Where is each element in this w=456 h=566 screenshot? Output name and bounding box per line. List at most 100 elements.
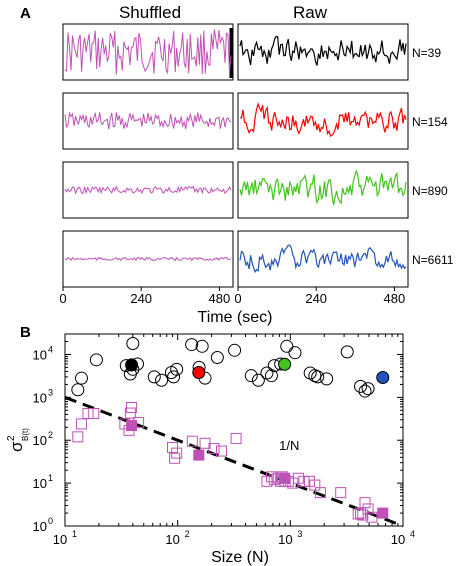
open-circle-point bbox=[185, 338, 199, 352]
filled-circle-point bbox=[376, 371, 390, 385]
filled-square-point bbox=[193, 449, 205, 461]
shuffled-frame bbox=[62, 230, 234, 288]
open-square-point bbox=[362, 503, 374, 515]
open-square-point bbox=[230, 432, 242, 444]
open-square-point bbox=[335, 487, 347, 499]
a-tick-label: 0 bbox=[234, 291, 241, 306]
panel-b-plot: 10 1 10 2 10 3 10 410 010 110 210 310 41/N bbox=[33, 333, 415, 547]
open-circle-point bbox=[260, 366, 274, 380]
raw-frame bbox=[237, 23, 409, 81]
x-tick-label: 10 bbox=[53, 532, 67, 547]
x-tick-label: 10 bbox=[165, 532, 179, 547]
open-circle-point bbox=[358, 384, 372, 398]
raw-title: Raw bbox=[293, 3, 328, 22]
panel-a-letter: A bbox=[20, 5, 31, 22]
shuffled-trace bbox=[64, 185, 232, 195]
raw-trace bbox=[239, 35, 407, 66]
panel-b-letter: B bbox=[20, 324, 31, 341]
row-label: N=39 bbox=[412, 46, 441, 60]
y-tick-exponent: 1 bbox=[48, 473, 53, 483]
open-square-point bbox=[82, 408, 94, 420]
open-square-point bbox=[72, 431, 84, 443]
row-3: N=6611 bbox=[62, 230, 454, 288]
panel-a-xlabel: Time (sec) bbox=[198, 309, 273, 326]
shuffled-frame bbox=[62, 23, 234, 81]
series-filled-circle bbox=[125, 357, 390, 385]
open-circle-point bbox=[340, 345, 354, 359]
y-tick-exponent: 0 bbox=[48, 516, 53, 526]
ylabel-sup: 2 bbox=[6, 435, 17, 441]
y-tick-label: 10 bbox=[33, 390, 47, 405]
y-tick-label: 10 bbox=[33, 476, 47, 491]
open-circle-point bbox=[288, 346, 302, 360]
raw-frame bbox=[237, 161, 409, 219]
panel-a-rows: N=39 N=154 N=890 N=6611 bbox=[62, 23, 454, 288]
open-circle-point bbox=[210, 350, 224, 364]
filled-circle-point bbox=[278, 357, 292, 371]
filled-circle-point bbox=[125, 358, 139, 372]
shuffled-trace bbox=[64, 111, 232, 130]
open-circle-point bbox=[195, 339, 209, 353]
open-circle-point bbox=[280, 339, 294, 353]
filled-circle-point bbox=[192, 365, 206, 379]
shuffled-frame bbox=[62, 92, 234, 150]
open-circle-point bbox=[320, 372, 334, 386]
row-1: N=154 bbox=[62, 92, 448, 150]
open-square-point bbox=[124, 407, 136, 419]
open-circle-point bbox=[244, 369, 258, 383]
open-circle-point bbox=[354, 379, 368, 393]
y-tick-label: 10 bbox=[33, 347, 47, 362]
open-square-point bbox=[167, 441, 179, 453]
open-circle-point bbox=[311, 370, 325, 384]
y-tick-label: 10 bbox=[33, 519, 47, 534]
a-tick-label: 240 bbox=[305, 291, 327, 306]
y-tick-label: 10 bbox=[33, 433, 47, 448]
row-0: N=39 bbox=[62, 23, 441, 81]
x-tick-label: 10 bbox=[391, 532, 405, 547]
open-square-point bbox=[171, 447, 183, 459]
raw-frame bbox=[237, 230, 409, 288]
open-circle-point bbox=[303, 366, 317, 380]
x-tick-exponent: 2 bbox=[185, 529, 190, 539]
open-square-point bbox=[88, 408, 100, 420]
open-circle-point bbox=[170, 362, 184, 376]
x-tick-label: 10 bbox=[278, 532, 292, 547]
row-label: N=154 bbox=[412, 115, 448, 129]
open-circle-point bbox=[71, 383, 85, 397]
open-square-point bbox=[75, 418, 87, 430]
fit-label: 1/N bbox=[279, 438, 299, 453]
open-circle-point bbox=[251, 373, 265, 387]
a-tick-label: 480 bbox=[384, 291, 406, 306]
panel-b-xlabel: Size (N) bbox=[211, 549, 269, 566]
a-tick-label: 240 bbox=[130, 291, 152, 306]
x-tick-exponent: 1 bbox=[72, 529, 77, 539]
series-open-circle bbox=[71, 337, 375, 398]
shuffled-trace bbox=[64, 256, 232, 262]
ylabel-sub: B(t) bbox=[21, 428, 30, 441]
open-circle-point bbox=[264, 369, 278, 383]
row-2: N=890 bbox=[62, 161, 448, 219]
shuffled-title: Shuffled bbox=[119, 3, 181, 22]
open-square-point bbox=[126, 401, 138, 413]
open-circle-point bbox=[147, 370, 161, 384]
open-square-point bbox=[216, 445, 228, 457]
open-square-point bbox=[265, 471, 277, 483]
open-circle-point bbox=[155, 373, 169, 387]
open-circle-point bbox=[89, 353, 103, 367]
row-label: N=6611 bbox=[412, 253, 454, 267]
open-square-point bbox=[366, 511, 378, 523]
ylabel-sigma: σ bbox=[7, 441, 26, 452]
x-tick-exponent: 3 bbox=[297, 529, 302, 539]
raw-frame bbox=[237, 92, 409, 150]
y-tick-exponent: 3 bbox=[48, 387, 53, 397]
open-square-point bbox=[359, 497, 371, 509]
x-tick-exponent: 4 bbox=[410, 529, 415, 539]
filled-square-point bbox=[126, 420, 138, 432]
raw-trace bbox=[239, 102, 407, 138]
open-square-point bbox=[314, 487, 326, 499]
open-square-point bbox=[208, 443, 220, 455]
open-circle-point bbox=[126, 337, 140, 351]
open-circle-point bbox=[228, 343, 242, 357]
open-square-point bbox=[186, 435, 198, 447]
